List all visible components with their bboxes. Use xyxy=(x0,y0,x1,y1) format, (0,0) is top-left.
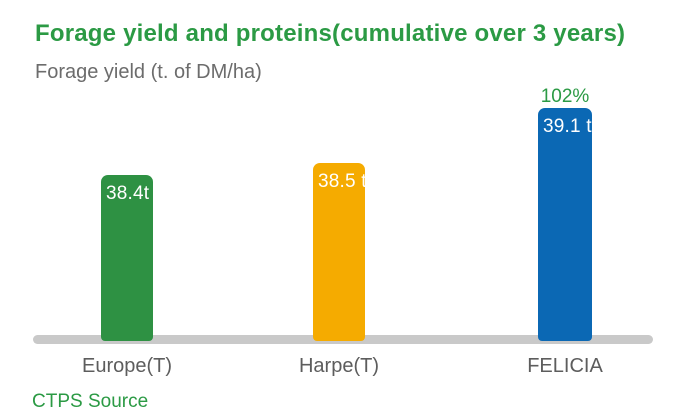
bar-value-label-harpe-t: 38.5 t xyxy=(318,171,367,192)
bar-value-label-felicia: 39.1 t xyxy=(543,116,592,137)
bar-felicia: 39.1 t xyxy=(538,108,592,341)
category-label-harpe-t: Harpe(T) xyxy=(298,355,380,377)
category-label-europe-t: Europe(T) xyxy=(81,355,173,377)
bar-value-label-europe-t: 38.4t xyxy=(106,183,150,204)
category-label-felicia: FELICIA xyxy=(527,355,603,377)
chart-subtitle-axis-unit: Forage yield (t. of DM/ha) xyxy=(35,61,262,83)
felicia-percentage-annotation: 102% xyxy=(540,86,590,107)
bar-europe-t: 38.4t xyxy=(101,175,153,341)
chart-source-credit: CTPS Source xyxy=(32,391,149,412)
bar-harpe-t: 38.5 t xyxy=(313,163,367,341)
chart-title: Forage yield and proteins(cumulative ove… xyxy=(35,20,626,47)
